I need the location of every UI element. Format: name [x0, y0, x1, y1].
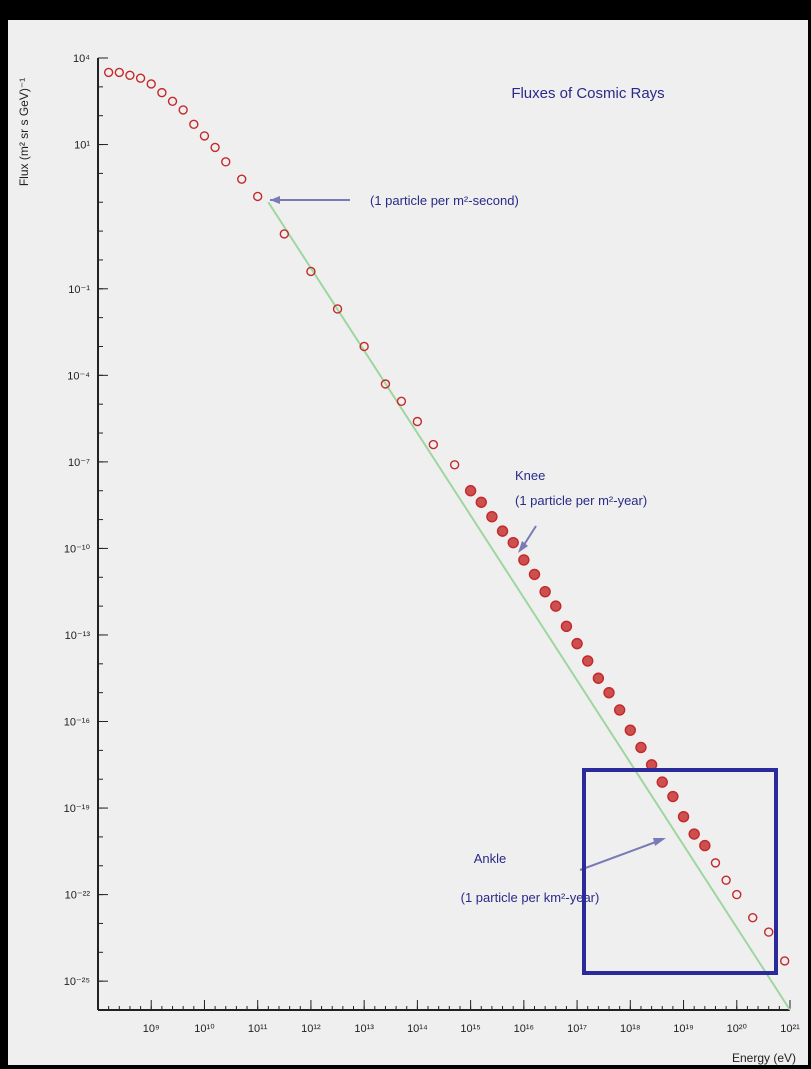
y-axis-label: Flux (m² sr s GeV)⁻¹ — [17, 78, 31, 186]
x-tick-label-4: 10¹³ — [354, 1023, 374, 1035]
data-point-35 — [592, 672, 605, 684]
x-tick-label-3: 10¹² — [301, 1023, 321, 1035]
y-tick-label-9: 10⁻²² — [65, 890, 91, 902]
x-tick-label-8: 10¹⁷ — [567, 1023, 587, 1035]
y-tick-label-3: 10⁻⁴ — [67, 370, 90, 382]
data-point-15 — [306, 266, 316, 277]
x-tick-label-9: 10¹⁸ — [620, 1023, 641, 1035]
arrowhead-ankle — [653, 838, 666, 846]
reference-line-group — [267, 201, 791, 1011]
data-point-45 — [699, 839, 711, 852]
x-tick-label-10: 10¹⁹ — [673, 1023, 694, 1035]
y-tick-label-5: 10⁻¹⁰ — [64, 543, 91, 555]
data-point-49 — [748, 912, 758, 923]
x-axis-label: Energy (eV) — [732, 1051, 796, 1065]
x-tick-label-5: 10¹⁴ — [407, 1023, 428, 1035]
data-point-11 — [221, 157, 231, 167]
data-point-27 — [507, 536, 519, 549]
data-point-17 — [359, 341, 369, 352]
data-point-29 — [528, 568, 541, 581]
axes: 10⁹ 10¹⁰ 10¹¹ 10¹² 10¹³ 10¹⁴ 10¹⁵ 10¹⁶ 10¹⁷ 10¹⁸ 1… — [64, 53, 801, 1035]
data-point-0 — [103, 67, 114, 78]
data-point-24 — [475, 496, 487, 508]
chart-title: Fluxes of Cosmic Rays — [511, 85, 664, 102]
data-point-14 — [279, 229, 290, 239]
data-point-32 — [560, 620, 573, 633]
data-point-7 — [178, 105, 188, 115]
data-point-33 — [571, 637, 583, 650]
data-point-26 — [496, 525, 509, 537]
y-tick-label-6: 10⁻¹³ — [65, 630, 91, 642]
y-tick-label-4: 10⁻⁷ — [68, 457, 90, 469]
data-point-8 — [189, 119, 199, 130]
data-point-5 — [157, 87, 167, 98]
data-point-36 — [603, 686, 615, 699]
x-tick-label-12: 10²¹ — [780, 1023, 800, 1035]
y-tick-label-1: 10¹ — [74, 140, 90, 152]
data-point-41 — [656, 776, 668, 788]
data-points-group — [103, 67, 790, 966]
highlight-box — [582, 768, 778, 975]
data-point-1 — [114, 67, 124, 78]
data-point-25 — [486, 510, 498, 523]
plot-background — [8, 20, 808, 1065]
data-point-3 — [135, 73, 146, 83]
x-tick-label-11: 10²⁰ — [727, 1023, 748, 1035]
reference-power-law-line — [267, 201, 791, 1011]
data-point-30 — [539, 585, 551, 598]
y-tick-label-0: 10⁴ — [73, 53, 90, 65]
arrow-ankle — [579, 839, 662, 871]
x-tick-label-7: 10¹⁶ — [514, 1023, 534, 1035]
data-point-47 — [721, 875, 731, 885]
data-point-9 — [199, 131, 210, 141]
arrowhead-second — [270, 196, 280, 204]
data-point-6 — [167, 96, 178, 106]
y-tick-label-8: 10⁻¹⁹ — [64, 803, 90, 815]
data-point-21 — [428, 439, 439, 450]
x-tick-label-1: 10¹⁰ — [194, 1023, 215, 1035]
arrowhead-knee — [518, 541, 528, 553]
data-point-34 — [582, 655, 594, 667]
x-tick-label-6: 10¹⁵ — [460, 1023, 480, 1035]
data-point-44 — [688, 828, 700, 840]
data-point-46 — [710, 858, 721, 868]
data-point-19 — [396, 396, 407, 406]
data-point-50 — [764, 927, 774, 937]
data-point-13 — [252, 191, 263, 202]
data-point-12 — [237, 174, 247, 184]
data-point-4 — [146, 79, 156, 89]
data-point-43 — [677, 811, 690, 823]
annotation-particle-per-km2-year: (1 particle per km²-year) — [461, 890, 600, 905]
data-point-20 — [412, 416, 423, 427]
data-point-48 — [732, 889, 742, 900]
data-point-22 — [449, 460, 460, 470]
y-tick-label-2: 10⁻¹ — [68, 284, 90, 296]
data-point-23 — [464, 485, 477, 497]
x-tick-label-0: 10⁹ — [143, 1023, 160, 1035]
annotation-particle-per-m2-second: (1 particle per m²-second) — [370, 193, 519, 208]
y-tick-label-7: 10⁻¹⁶ — [64, 717, 90, 729]
x-tick-label-2: 10¹¹ — [248, 1023, 268, 1035]
annotation-knee: Knee — [515, 468, 545, 483]
y-tick-label-10: 10⁻²⁵ — [64, 976, 90, 988]
data-point-2 — [125, 70, 135, 81]
data-point-42 — [667, 790, 679, 803]
annotation-ankle: Ankle — [474, 851, 507, 866]
data-point-39 — [635, 741, 647, 754]
annotation-particle-per-m2-year: (1 particle per m²-year) — [515, 493, 647, 508]
data-point-51 — [779, 956, 790, 966]
data-point-18 — [380, 379, 391, 389]
data-point-10 — [210, 142, 220, 153]
data-point-16 — [332, 304, 343, 314]
data-point-31 — [550, 600, 562, 612]
data-point-37 — [613, 704, 626, 716]
data-point-38 — [624, 724, 637, 736]
data-point-28 — [518, 554, 530, 566]
